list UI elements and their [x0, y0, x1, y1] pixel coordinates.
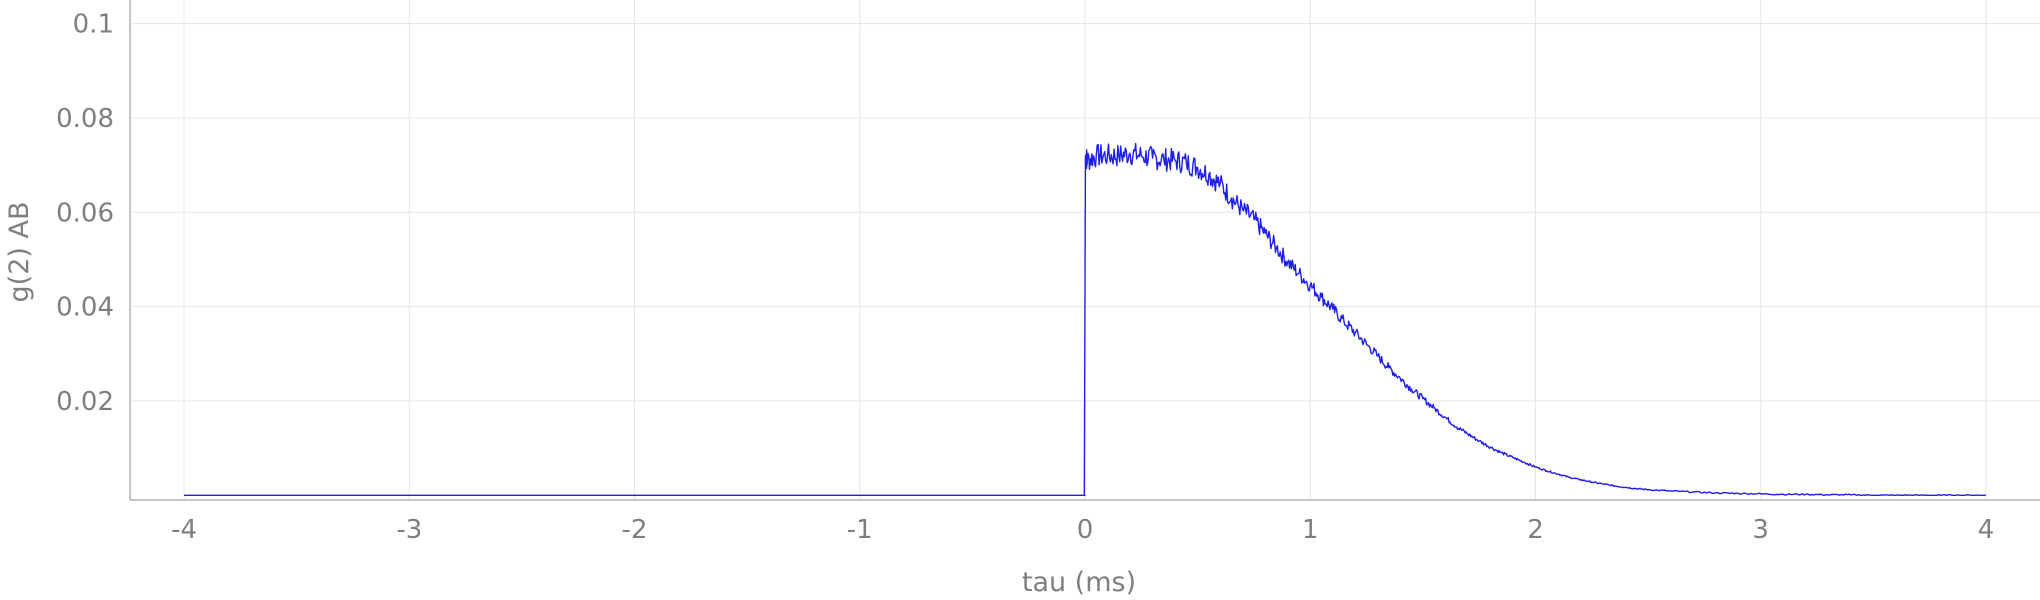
x-tick-label: -3 [396, 515, 422, 545]
grid-layer [130, 0, 2040, 500]
y-tick-label: 0.02 [56, 387, 114, 417]
x-tick-label: 4 [1978, 515, 1995, 545]
x-tick-label: 2 [1527, 515, 1544, 545]
x-tick-label: -4 [171, 515, 197, 545]
y-tick-label: 0.04 [56, 293, 114, 323]
x-tick-label: -1 [847, 515, 873, 545]
tick-label-layer: -4 -3 -2 -1 0 1 2 3 4 0.02 0.04 0.06 0.08 0.1 [56, 10, 1994, 545]
y-tick-label: 0.1 [73, 10, 114, 40]
series-line [184, 142, 1986, 496]
y-axis-title: g(2) AB [4, 202, 35, 303]
x-tick-label: 3 [1752, 515, 1769, 545]
x-tick-label: 1 [1302, 515, 1319, 545]
y-tick-label: 0.06 [56, 198, 114, 228]
series-layer [184, 142, 1986, 496]
x-tick-label: -2 [622, 515, 648, 545]
axis-layer [129, 0, 2040, 501]
x-tick-label: 0 [1077, 515, 1094, 545]
y-tick-label: 0.08 [56, 104, 114, 134]
x-axis-title: tau (ms) [1022, 567, 1136, 598]
